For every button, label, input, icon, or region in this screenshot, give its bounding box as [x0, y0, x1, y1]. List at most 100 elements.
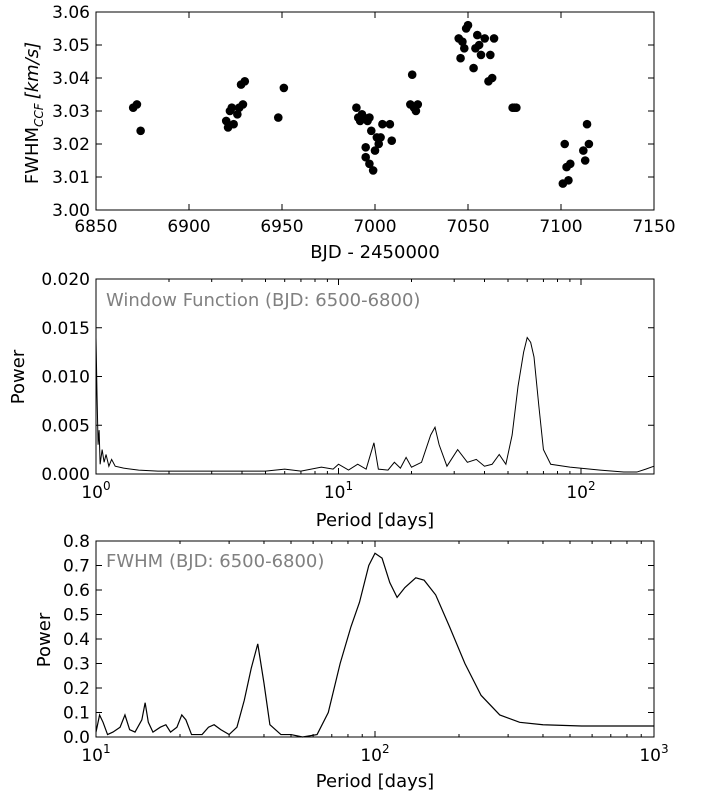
plot-frame: [95, 11, 655, 211]
data-point: [459, 44, 469, 53]
data-point: [132, 100, 142, 109]
x-tick-label: 6850: [74, 217, 117, 237]
x-tick-label: 7100: [539, 217, 582, 237]
data-point: [279, 83, 289, 93]
ylabel-power: Power: [34, 612, 55, 667]
data-point: [238, 100, 248, 109]
data-point: [480, 34, 490, 43]
window-function-line: [95, 336, 655, 473]
y-tick-label: 0.8: [63, 532, 90, 552]
plot-frame: [95, 540, 655, 738]
y-ticks: 0.0 0.1 0.2 0.3 0.4 0.5 0.6 0.7 0.8: [63, 532, 654, 748]
data-point: [273, 113, 283, 122]
fwhm-annotation: FWHM (BJD: 6500-6800): [106, 551, 324, 572]
x-tick-label: 103: [639, 742, 668, 766]
y-tick-label: 0.005: [41, 416, 90, 436]
y-tick-label: 0.6: [63, 581, 90, 601]
data-point: [376, 133, 385, 142]
y-tick-label: 0.5: [63, 606, 90, 626]
data-point: [221, 116, 231, 126]
data-point: [476, 50, 486, 60]
data-point: [579, 146, 588, 155]
fwhm-periodogram-line: [95, 552, 654, 738]
data-point: [584, 139, 594, 149]
xlabel-bjd: BJD - 2450000: [310, 242, 440, 263]
ylabel-fwhm: FWHMCCF [km/s]: [22, 42, 46, 184]
x-tick-label: 102: [566, 479, 595, 503]
y-ticks: 0.000 0.005 0.010 0.015 0.020: [41, 270, 654, 485]
data-point: [580, 156, 590, 165]
x-tick-label: 7000: [353, 217, 396, 237]
x-ticks: 101 102 103: [81, 541, 669, 766]
y-tick-label: 3.04: [52, 69, 90, 89]
data-point: [564, 176, 573, 185]
data-point: [469, 63, 478, 73]
y-tick-label: 0.010: [41, 368, 90, 388]
y-tick-label: 0.4: [63, 630, 90, 650]
data-point: [458, 37, 467, 46]
y-tick-label: 3.00: [52, 201, 90, 221]
ylabel-main: FWHM: [22, 127, 43, 184]
data-point: [136, 126, 145, 136]
y-tick-label: 0.2: [63, 679, 90, 699]
data-point: [486, 50, 495, 60]
x-tick-label: 7050: [446, 217, 489, 237]
x-tick-label: 101: [324, 479, 353, 503]
data-point: [240, 77, 250, 86]
data-point: [411, 106, 421, 116]
y-tick-label: 0.1: [63, 704, 90, 724]
y-tick-label: 3.02: [52, 135, 90, 155]
data-point: [365, 159, 374, 169]
x-tick-label: 7150: [632, 217, 675, 237]
data-point: [487, 73, 497, 83]
data-point: [229, 119, 238, 129]
ylabel-sub: CCF: [32, 102, 46, 127]
data-point: [582, 119, 592, 129]
ylabel-power: Power: [8, 349, 29, 404]
x-tick-label: 6900: [167, 217, 210, 237]
plot-frame: [95, 278, 655, 475]
data-point: [366, 126, 376, 136]
data-point: [365, 113, 374, 122]
data-point: [473, 30, 482, 40]
data-point: [352, 103, 361, 112]
data-point: [560, 139, 570, 149]
data-point: [387, 136, 397, 145]
data-point: [413, 100, 423, 109]
data-point: [370, 146, 380, 155]
data-point: [463, 20, 473, 30]
window-function-panel: Power Period [days] Window Function (BJD…: [8, 270, 655, 531]
data-point: [374, 139, 384, 149]
data-point: [378, 119, 387, 129]
ylabel-unit: [km/s]: [22, 42, 43, 99]
data-point: [385, 119, 395, 129]
y-tick-label: 0.3: [63, 655, 90, 675]
window-function-annotation: Window Function (BJD: 6500-6800): [106, 290, 420, 311]
data-points: [128, 20, 594, 188]
data-point: [368, 166, 378, 175]
y-tick-label: 0.000: [41, 465, 90, 485]
data-point: [233, 110, 242, 119]
data-point: [361, 152, 371, 162]
y-tick-label: 0.7: [63, 557, 90, 577]
data-point: [512, 103, 521, 112]
y-tick-label: 3.01: [52, 168, 90, 188]
fwhm-periodogram-panel: Power Period [days] FWHM (BJD: 6500-6800…: [34, 532, 669, 792]
fwhm-time-series-panel: FWHMCCF [km/s] BJD - 2450000 3.00 3.01 3.02…: [22, 3, 676, 263]
data-point: [407, 70, 417, 79]
y-tick-label: 3.03: [52, 102, 90, 122]
y-tick-label: 3.06: [52, 3, 90, 23]
x-tick-label: 6950: [260, 217, 303, 237]
x-ticks: 6850 6900 6950 7000 7050 7100 7150: [74, 12, 676, 237]
y-tick-label: 3.05: [52, 36, 90, 56]
y-tick-label: 0.020: [41, 270, 90, 290]
data-point: [227, 103, 237, 112]
x-ticks: 100 101 102: [81, 279, 655, 503]
y-tick-label: 0.0: [63, 728, 90, 748]
y-tick-label: 0.015: [41, 319, 90, 339]
data-point: [456, 53, 465, 63]
data-point: [361, 143, 371, 152]
xlabel-period: Period [days]: [316, 771, 434, 792]
y-ticks: 3.00 3.01 3.02 3.03 3.04 3.05 3.06: [52, 3, 654, 221]
